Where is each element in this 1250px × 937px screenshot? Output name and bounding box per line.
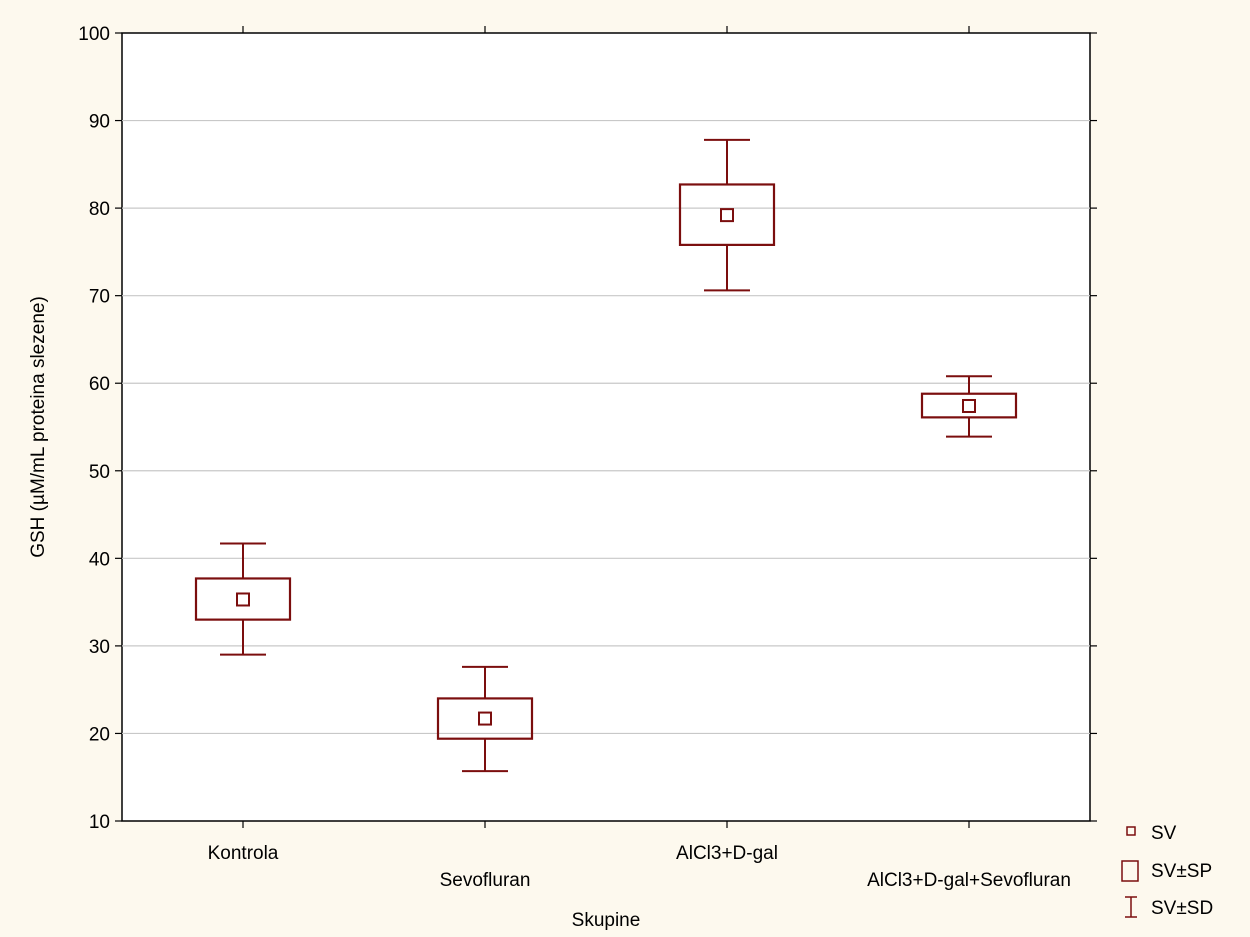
y-axis: 10 20 30 40 50 60 70 80 90 100 bbox=[78, 24, 1097, 833]
y-axis-title: GSH (µM/mL proteina slezene) bbox=[28, 296, 49, 558]
y-tick-label: 90 bbox=[89, 112, 110, 133]
se-box bbox=[678, 183, 776, 246]
plot-area bbox=[121, 32, 1091, 822]
legend: SV SV±SP SV±SD bbox=[1121, 823, 1213, 919]
y-tick-label: 50 bbox=[89, 462, 110, 483]
box-group bbox=[678, 138, 776, 292]
box-group bbox=[194, 542, 292, 656]
se-box bbox=[194, 577, 292, 621]
x-tick-label: AlCl3+D-gal bbox=[676, 843, 778, 864]
y-tick-label: 60 bbox=[89, 374, 110, 395]
x-tick-label: AlCl3+D-gal+Sevofluran bbox=[867, 870, 1071, 891]
legend-label-sv-sd: SV±SD bbox=[1151, 898, 1213, 919]
y-tick-label: 70 bbox=[89, 287, 110, 308]
se-box bbox=[920, 392, 1018, 419]
mean-point bbox=[720, 208, 734, 223]
se-box bbox=[436, 697, 534, 740]
box-group bbox=[920, 375, 1018, 438]
y-tick-label: 40 bbox=[89, 549, 110, 570]
y-tick-label: 100 bbox=[78, 24, 110, 45]
legend-whisker-icon bbox=[1125, 896, 1137, 918]
mean-point bbox=[236, 592, 250, 607]
box-group bbox=[436, 665, 534, 773]
x-tick-label: Sevofluran bbox=[440, 870, 531, 891]
data-marks bbox=[194, 138, 1018, 773]
legend-label-sv: SV bbox=[1151, 823, 1177, 844]
legend-label-sv-sp: SV±SP bbox=[1151, 861, 1212, 882]
x-axis: Kontrola Sevofluran AlCl3+D-gal AlCl3+D-gal… bbox=[208, 26, 1071, 891]
x-axis-title: Skupine bbox=[572, 910, 641, 931]
grid-lines bbox=[122, 119, 1090, 735]
mean-point bbox=[962, 398, 976, 413]
mean-point bbox=[478, 711, 492, 726]
y-tick-label: 20 bbox=[89, 724, 110, 745]
x-tick-label: Kontrola bbox=[208, 843, 279, 864]
y-tick-label: 30 bbox=[89, 637, 110, 658]
y-tick-label: 10 bbox=[89, 812, 110, 833]
legend-box-icon bbox=[1121, 860, 1139, 882]
y-tick-label: 80 bbox=[89, 199, 110, 220]
legend-mean-square-icon bbox=[1126, 826, 1136, 836]
